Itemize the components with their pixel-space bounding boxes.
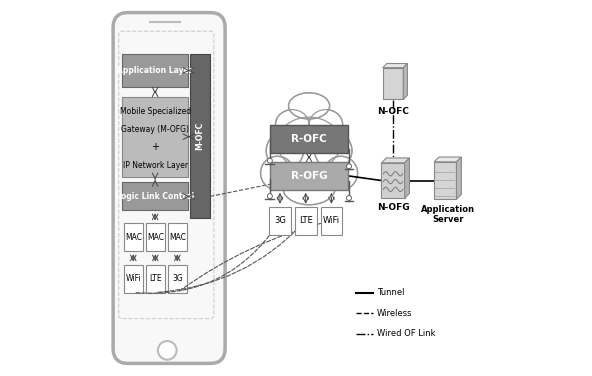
- Text: +: +: [151, 143, 159, 152]
- Circle shape: [268, 158, 272, 163]
- Polygon shape: [403, 64, 407, 99]
- Bar: [381, 163, 404, 198]
- Bar: [321, 207, 342, 235]
- Ellipse shape: [275, 110, 309, 139]
- Text: R-OFC: R-OFC: [291, 133, 327, 144]
- Circle shape: [346, 164, 352, 169]
- Ellipse shape: [315, 132, 352, 169]
- Bar: [123, 97, 188, 177]
- Text: LTE: LTE: [149, 274, 162, 283]
- Bar: [124, 223, 143, 252]
- Polygon shape: [404, 158, 410, 198]
- Ellipse shape: [260, 156, 294, 190]
- Bar: [270, 124, 348, 153]
- Text: Wired OF Link: Wired OF Link: [377, 329, 436, 338]
- Polygon shape: [434, 157, 461, 162]
- Text: Application Layer: Application Layer: [117, 66, 193, 75]
- Bar: [168, 264, 187, 293]
- FancyBboxPatch shape: [113, 12, 225, 364]
- Bar: [189, 54, 210, 218]
- Text: Mobile Specialized: Mobile Specialized: [120, 107, 191, 116]
- Ellipse shape: [288, 93, 330, 119]
- Bar: [123, 54, 188, 87]
- Polygon shape: [456, 157, 461, 199]
- Text: IP Network Layer: IP Network Layer: [123, 161, 188, 170]
- Text: MAC: MAC: [169, 233, 186, 242]
- Circle shape: [346, 196, 352, 200]
- Text: Wireless: Wireless: [377, 309, 413, 317]
- Ellipse shape: [266, 132, 304, 169]
- Bar: [383, 68, 403, 99]
- Bar: [146, 264, 165, 293]
- Text: MAC: MAC: [147, 233, 164, 242]
- Ellipse shape: [309, 110, 343, 139]
- Text: 3G: 3G: [172, 274, 183, 283]
- Text: WiFi: WiFi: [323, 216, 340, 225]
- Text: Logic Link Control: Logic Link Control: [116, 192, 194, 201]
- Ellipse shape: [324, 156, 358, 190]
- Text: R-OFG: R-OFG: [291, 171, 327, 181]
- Bar: [269, 207, 291, 235]
- Bar: [434, 162, 456, 199]
- Circle shape: [268, 194, 272, 199]
- Bar: [123, 182, 188, 211]
- Text: MAC: MAC: [125, 233, 141, 242]
- Ellipse shape: [283, 171, 335, 205]
- Ellipse shape: [277, 117, 341, 169]
- Polygon shape: [381, 158, 410, 163]
- Text: Gateway (M-OFG): Gateway (M-OFG): [121, 125, 189, 134]
- Bar: [124, 264, 143, 293]
- Text: N-OFC: N-OFC: [377, 107, 409, 116]
- Text: N-OFG: N-OFG: [377, 203, 409, 212]
- Text: Tunnel: Tunnel: [377, 288, 404, 297]
- Bar: [168, 223, 187, 252]
- Circle shape: [158, 341, 176, 360]
- Text: Application
Server: Application Server: [421, 205, 475, 224]
- Text: 3G: 3G: [274, 216, 286, 225]
- Text: WiFi: WiFi: [126, 274, 141, 283]
- Text: LTE: LTE: [299, 216, 313, 225]
- Text: M-OFC: M-OFC: [195, 121, 204, 150]
- Bar: [295, 207, 317, 235]
- Bar: [146, 223, 165, 252]
- Bar: [270, 162, 348, 190]
- Polygon shape: [383, 64, 407, 68]
